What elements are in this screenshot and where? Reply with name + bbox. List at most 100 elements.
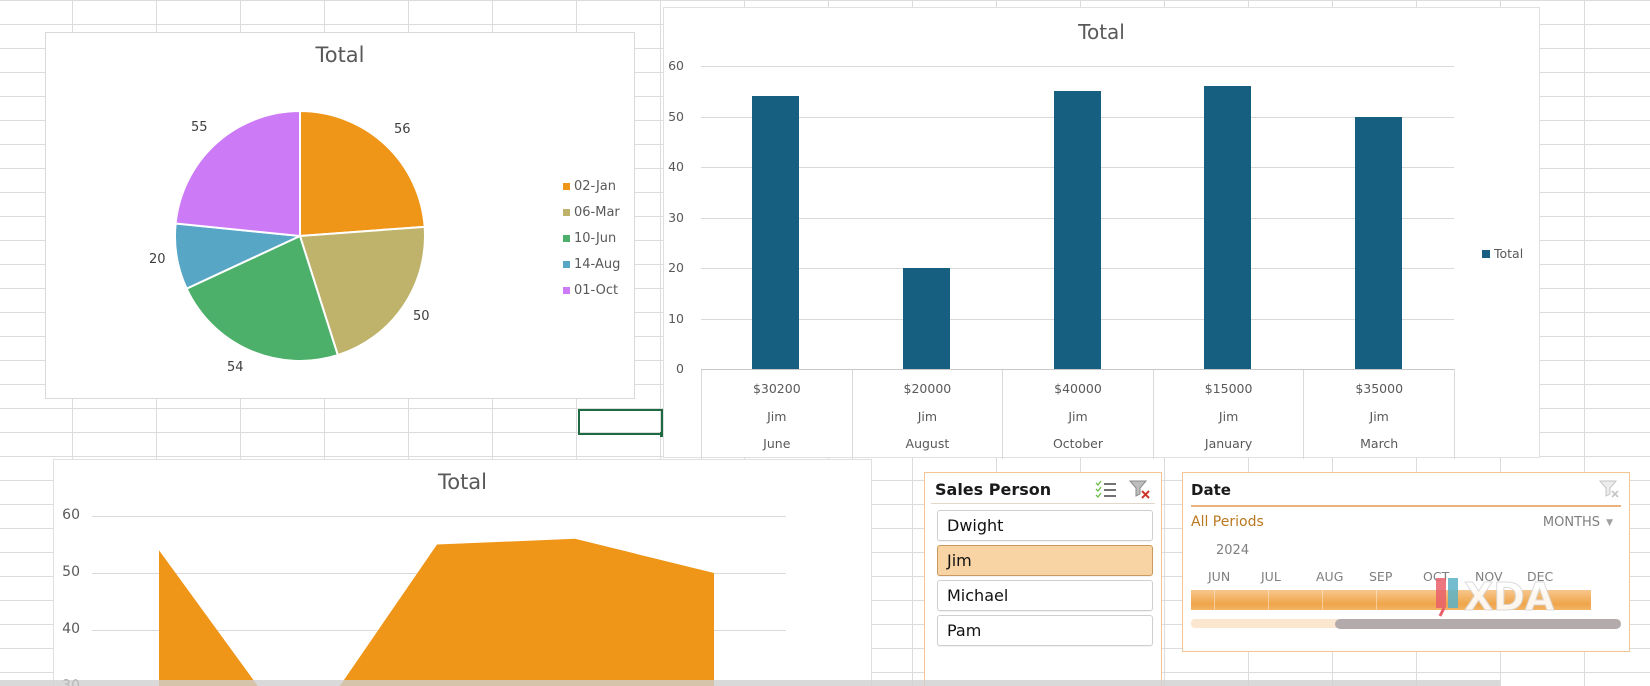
area-chart-title: Total	[437, 470, 488, 494]
pie-slice[interactable]	[174, 109, 301, 238]
gridline	[92, 516, 786, 517]
pie-chart[interactable]: Total 56 50 54 20 55 02-Jan 06-Mar 10-Ju…	[45, 32, 635, 399]
x-axis-label: $30200	[752, 381, 801, 396]
legend-item: 14-Aug	[563, 251, 620, 277]
bar[interactable]	[1354, 116, 1402, 369]
month-label[interactable]: JUN	[1208, 569, 1231, 584]
bar-chart[interactable]: Total 60 50 40 30 20 10 0 $30200 Jim June $20000 Ji…	[663, 7, 1540, 459]
date-timeline-slicer[interactable]: Date All Periods MONTHS ▼ 2024 JUN JUL AUG…	[1182, 472, 1630, 652]
y-axis-tick: 60	[668, 58, 684, 73]
x-axis-label: Jim	[1218, 409, 1239, 424]
time-level-dropdown[interactable]: MONTHS ▼	[1543, 515, 1613, 530]
sales-person-slicer[interactable]: Sales Person Dwight Jim Michael Pam	[924, 472, 1162, 686]
legend-label: Total	[1494, 246, 1524, 261]
horizontal-scrollbar[interactable]	[0, 680, 1500, 686]
slicer-title: Sales Person	[935, 480, 1052, 499]
clear-filter-icon[interactable]	[1599, 479, 1621, 499]
timeline-tick	[1376, 590, 1377, 610]
bar[interactable]	[1204, 86, 1252, 369]
svg-text:XDA: XDA	[1464, 575, 1555, 618]
y-axis-tick: 50	[62, 564, 80, 580]
y-axis-tick: 60	[62, 507, 80, 523]
clear-filter-icon[interactable]	[1129, 479, 1151, 499]
gridline	[701, 66, 1454, 67]
x-axis-label: $40000	[1054, 381, 1102, 396]
x-axis-category: $35000 Jim March	[1303, 369, 1454, 459]
legend-item: 06-Mar	[563, 199, 620, 225]
legend-item: 02-Jan	[563, 173, 620, 199]
month-label[interactable]: SEP	[1369, 569, 1393, 584]
timeline-selection-bar[interactable]	[1191, 590, 1591, 610]
legend-swatch	[1482, 249, 1490, 258]
axis-edge	[1454, 369, 1455, 459]
legend-label: 06-Mar	[574, 204, 620, 220]
legend-swatch	[563, 286, 570, 294]
all-periods-label: All Periods	[1191, 514, 1264, 530]
legend-label: 14-Aug	[574, 256, 621, 272]
month-label[interactable]: AUG	[1316, 569, 1344, 584]
y-axis-tick: 0	[676, 361, 684, 376]
timeline-tick	[1322, 590, 1323, 610]
time-level-value: MONTHS	[1542, 515, 1601, 530]
legend-swatch	[563, 182, 570, 190]
bar-chart-title: Total	[1078, 20, 1125, 44]
x-axis-label: June	[763, 436, 791, 451]
x-axis-label: Jim	[1068, 409, 1088, 424]
x-axis-label: $35000	[1355, 381, 1404, 396]
pie-data-label: 20	[149, 252, 166, 267]
legend-swatch	[563, 234, 570, 242]
slicer-header: Sales Person	[931, 473, 1155, 504]
pie-legend: 02-Jan 06-Mar 10-Jun 14-Aug 01-Oct	[563, 173, 620, 303]
month-label[interactable]: NOV	[1475, 569, 1503, 584]
pie-data-label: 56	[394, 122, 411, 137]
pie-data-label: 55	[191, 120, 208, 135]
multi-select-icon[interactable]	[1095, 480, 1117, 498]
x-axis-category: $15000 Jim January	[1152, 369, 1304, 459]
bar[interactable]	[902, 268, 950, 369]
pie-slice[interactable]	[298, 225, 426, 357]
bar-legend: Total	[1482, 246, 1523, 261]
x-axis-label: Jim	[767, 409, 787, 424]
y-axis-tick: 50	[668, 108, 684, 124]
pie-chart-title: Total	[315, 43, 365, 67]
area-series[interactable]	[54, 460, 873, 686]
x-axis-category: $30200 Jim June	[701, 369, 852, 459]
month-label[interactable]: JUL	[1261, 569, 1281, 584]
legend-label: 02-Jan	[574, 178, 616, 194]
slicer-item-michael[interactable]: Michael	[937, 580, 1153, 611]
y-axis-tick: 20	[668, 260, 684, 275]
timeline-scrollbar-thumb[interactable]	[1335, 619, 1621, 629]
timeline-tick	[1268, 590, 1269, 610]
legend-label: 10-Jun	[574, 230, 617, 246]
x-axis-label: Jim	[917, 409, 938, 424]
bar[interactable]	[752, 96, 800, 369]
active-cell[interactable]	[578, 409, 665, 437]
x-axis-label: January	[1204, 436, 1253, 451]
bar[interactable]	[1053, 91, 1101, 369]
slicer-item-dwight[interactable]: Dwight	[937, 510, 1153, 541]
year-label: 2024	[1216, 543, 1250, 558]
x-axis-label: March	[1360, 436, 1399, 451]
x-axis-label: $15000	[1204, 381, 1253, 396]
xda-watermark-logo: XDA	[1436, 575, 1555, 618]
legend-item: 01-Oct	[563, 277, 620, 303]
legend-swatch	[563, 260, 570, 268]
legend-label: 01-Oct	[574, 282, 619, 298]
pie-slice[interactable]	[299, 109, 426, 238]
pie-slice[interactable]	[185, 234, 340, 362]
x-axis-line	[701, 369, 1454, 370]
pie-data-label: 54	[227, 360, 244, 375]
x-axis-category: $20000 Jim August	[851, 369, 1003, 459]
legend-swatch	[563, 208, 570, 216]
caret-down-icon: ▼	[1606, 517, 1613, 528]
x-axis-label: August	[905, 436, 950, 451]
slicer-item-pam[interactable]: Pam	[937, 615, 1153, 646]
x-axis-label: October	[1052, 436, 1103, 451]
timeline-tick	[1214, 590, 1215, 610]
slicer-header: Date	[1191, 473, 1621, 507]
x-axis-category: $40000 Jim October	[1002, 369, 1153, 459]
slicer-item-jim[interactable]: Jim	[937, 545, 1153, 576]
month-label[interactable]: DEC	[1527, 569, 1554, 584]
x-axis-label: Jim	[1369, 409, 1389, 424]
